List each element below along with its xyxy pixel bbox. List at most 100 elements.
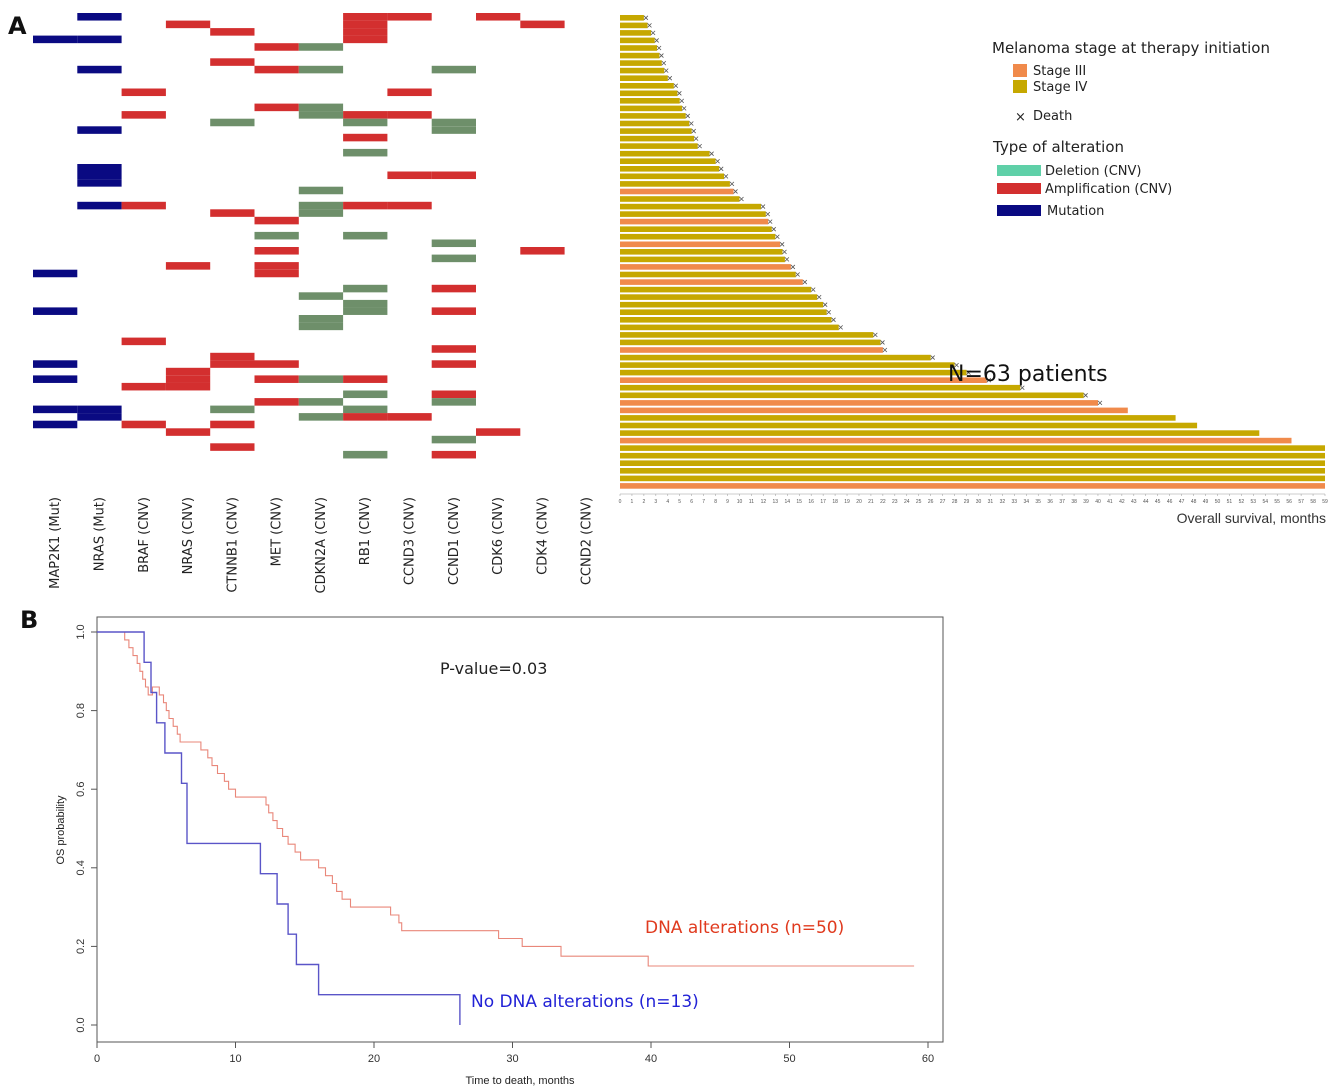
alteration-cell-amp xyxy=(210,209,255,217)
death-marker xyxy=(693,136,699,141)
km-curve-no-alterations xyxy=(97,631,461,1025)
alteration-cell-del xyxy=(298,292,344,300)
gene-label: NRAS (Mut) xyxy=(92,497,107,571)
survival-bar xyxy=(620,294,818,300)
death-marker xyxy=(882,347,888,353)
alteration-cell-del xyxy=(298,315,344,323)
death-marker xyxy=(709,151,714,156)
alteration-cell-del xyxy=(431,254,476,263)
survival-tick-label: 49 xyxy=(1203,499,1209,505)
survival-tick-label: 10 xyxy=(737,499,743,505)
survival-tick-label: 9 xyxy=(726,499,729,505)
panel-b-letter: B xyxy=(20,606,38,634)
alteration-cell-amp xyxy=(387,413,432,421)
death-marker xyxy=(679,98,685,104)
survival-bar xyxy=(620,113,686,119)
death-marker xyxy=(771,226,777,232)
survival-tick-label: 4 xyxy=(666,499,669,505)
survival-bar xyxy=(620,460,1325,466)
death-marker xyxy=(1097,400,1103,406)
survival-bar xyxy=(620,256,785,263)
km-y-axis-label: OS probability xyxy=(55,795,67,865)
alteration-cell-amp xyxy=(387,13,432,21)
death-marker xyxy=(677,91,682,96)
legend-stage3-label: Stage III xyxy=(1033,64,1086,79)
survival-tick-label: 44 xyxy=(1143,499,1149,505)
alteration-cell-mut xyxy=(77,405,122,414)
death-marker xyxy=(673,83,679,89)
death-marker xyxy=(831,317,836,323)
alteration-cell-del xyxy=(298,413,344,421)
survival-tick-label: 50 xyxy=(1215,499,1221,505)
alteration-cell-amp xyxy=(254,269,299,278)
alteration-cell-amp xyxy=(343,111,388,119)
death-marker xyxy=(810,287,816,292)
survival-bar xyxy=(620,324,839,331)
alteration-cell-amp xyxy=(121,111,166,119)
death-marker xyxy=(986,377,992,383)
survival-tick-label: 6 xyxy=(690,499,693,505)
alteration-cell-mut xyxy=(33,405,78,414)
survival-tick-label: 18 xyxy=(832,499,838,505)
survival-tick-label: 53 xyxy=(1251,499,1257,505)
gene-label: CTNNB1 (CNV) xyxy=(225,497,240,593)
death-marker xyxy=(723,174,729,179)
survival-bar xyxy=(620,60,662,66)
survival-tick-label: 52 xyxy=(1239,499,1245,505)
alteration-cell-del xyxy=(254,231,299,240)
death-marker xyxy=(685,113,691,119)
alteration-cell-del xyxy=(298,322,344,331)
survival-bar xyxy=(620,445,1325,451)
survival-tick-label: 21 xyxy=(868,499,874,505)
death-marker xyxy=(760,204,766,209)
death-marker xyxy=(691,128,696,134)
alteration-cell-amp xyxy=(387,111,432,119)
survival-bar xyxy=(620,67,665,74)
death-marker xyxy=(1083,393,1088,398)
survival-bar xyxy=(620,37,655,44)
survival-bar xyxy=(620,30,652,36)
alteration-cell-del xyxy=(343,299,388,308)
survival-tick-label: 2 xyxy=(643,499,646,505)
survival-bar xyxy=(620,166,720,172)
km-pvalue-annotation: P-value=0.03 xyxy=(440,659,547,678)
death-marker xyxy=(930,355,935,360)
alteration-cell-amp xyxy=(343,133,388,142)
alteration-cell-amp xyxy=(254,262,299,270)
alteration-cell-del xyxy=(343,231,388,240)
survival-bar xyxy=(620,264,791,270)
alteration-cell-del xyxy=(298,186,344,195)
alteration-cell-amp xyxy=(165,262,211,270)
death-marker xyxy=(954,362,959,368)
alteration-cell-amp xyxy=(431,390,476,399)
alteration-cell-amp xyxy=(387,171,432,180)
legend-mutation-swatch xyxy=(997,205,1041,216)
alteration-cell-amp xyxy=(254,216,299,225)
death-marker xyxy=(822,302,828,307)
alteration-cell-amp xyxy=(210,28,255,36)
gene-label: MET (CNV) xyxy=(270,497,285,566)
alteration-cell-del xyxy=(343,390,388,399)
alteration-cell-mut xyxy=(77,201,122,210)
survival-bar xyxy=(620,362,955,368)
survival-tick-label: 25 xyxy=(916,499,922,505)
alteration-cell-amp xyxy=(476,13,521,21)
death-marker xyxy=(681,106,687,111)
alteration-cell-amp xyxy=(431,284,476,293)
survival-tick-label: 33 xyxy=(1012,499,1018,505)
alteration-cell-amp xyxy=(165,375,211,383)
alteration-cell-amp xyxy=(210,58,255,66)
gene-label: CCND1 (CNV) xyxy=(447,497,462,585)
alteration-cell-mut xyxy=(77,413,122,421)
gene-label: CDK4 (CNV) xyxy=(535,497,550,575)
survival-tick-label: 47 xyxy=(1179,499,1185,505)
gene-label: CDKN2A (CNV) xyxy=(314,497,329,593)
survival-bar xyxy=(620,301,824,308)
alteration-cell-del xyxy=(343,405,388,414)
alteration-cell-del xyxy=(298,209,344,217)
survival-tick-label: 19 xyxy=(844,499,850,505)
alteration-cell-amp xyxy=(343,201,388,210)
survival-bar xyxy=(620,173,724,180)
survival-bar xyxy=(620,354,931,361)
alteration-cell-amp xyxy=(254,65,299,74)
